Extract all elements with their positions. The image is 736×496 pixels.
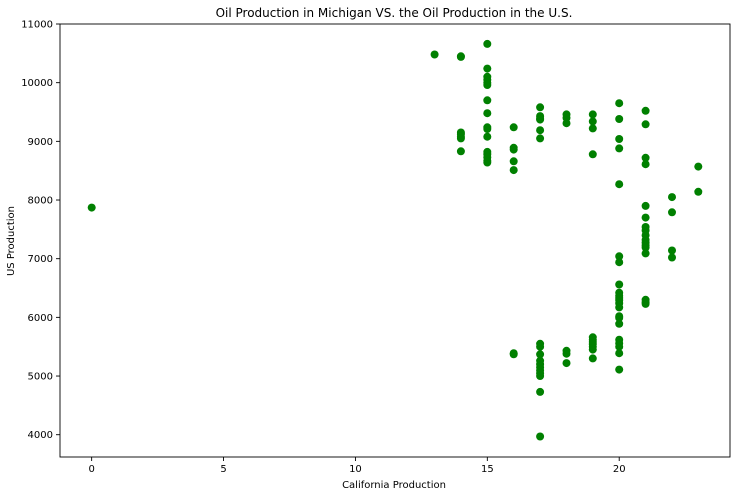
x-tick-label-4: 20 xyxy=(613,464,626,475)
y-tick-label-5: 9000 xyxy=(28,137,53,148)
data-point-46 xyxy=(536,372,545,380)
data-point-51 xyxy=(562,119,571,128)
data-point-9 xyxy=(483,39,492,48)
points-layer xyxy=(87,39,703,441)
data-point-87 xyxy=(615,365,624,374)
data-point-86 xyxy=(615,349,624,358)
x-tick-label-1: 5 xyxy=(220,464,226,475)
x-axis-label: California Production xyxy=(342,480,446,491)
data-point-81 xyxy=(615,313,624,322)
data-point-64 xyxy=(588,345,597,354)
x-ticks: 0 5 10 15 20 xyxy=(88,457,626,475)
data-point-90 xyxy=(641,153,650,162)
data-point-66 xyxy=(615,99,624,108)
data-point-47 xyxy=(536,387,545,396)
data-point-82 xyxy=(615,319,624,328)
data-point-55 xyxy=(588,110,597,119)
y-tick-label-1: 5000 xyxy=(28,372,53,383)
data-point-69 xyxy=(615,144,624,153)
data-point-68 xyxy=(615,135,624,143)
data-point-39 xyxy=(536,342,545,351)
data-point-15 xyxy=(483,96,492,105)
data-point-70 xyxy=(615,180,624,189)
data-point-36 xyxy=(536,126,545,135)
data-point-14 xyxy=(483,81,492,89)
data-point-31 xyxy=(509,350,518,359)
y-tick-label-7: 11000 xyxy=(21,20,53,31)
data-point-53 xyxy=(562,349,571,358)
data-point-105 xyxy=(668,193,676,202)
data-point-18 xyxy=(483,125,492,133)
y-tick-label-0: 4000 xyxy=(28,430,53,441)
data-point-79 xyxy=(615,303,624,312)
data-point-73 xyxy=(615,280,624,289)
data-point-40 xyxy=(536,350,545,359)
data-point-108 xyxy=(668,253,676,262)
data-point-54 xyxy=(562,359,571,368)
data-point-106 xyxy=(668,208,676,217)
data-point-91 xyxy=(641,160,650,169)
data-point-27 xyxy=(509,145,518,154)
data-point-65 xyxy=(588,354,597,363)
data-point-71 xyxy=(615,252,624,261)
data-point-89 xyxy=(641,120,650,129)
data-point-37 xyxy=(536,134,545,143)
data-point-1 xyxy=(430,50,439,59)
data-point-29 xyxy=(509,166,518,175)
data-point-3 xyxy=(456,52,465,61)
x-tick-label-3: 15 xyxy=(481,464,494,475)
y-ticks: 4000 5000 6000 7000 8000 9000 10000 11000 xyxy=(21,20,60,441)
y-tick-label-4: 8000 xyxy=(28,196,53,207)
y-tick-label-2: 6000 xyxy=(28,313,53,324)
data-point-110 xyxy=(694,187,703,196)
data-point-48 xyxy=(536,432,545,441)
data-point-67 xyxy=(615,115,624,123)
chart-title: Oil Production in Michigan VS. the Oil P… xyxy=(216,6,573,20)
data-point-57 xyxy=(588,124,597,133)
data-point-104 xyxy=(641,299,650,308)
x-tick-label-2: 10 xyxy=(349,464,362,475)
y-tick-label-6: 10000 xyxy=(21,78,53,89)
data-point-92 xyxy=(641,201,650,210)
data-point-28 xyxy=(509,157,518,166)
data-point-0 xyxy=(87,203,96,212)
data-point-85 xyxy=(615,342,624,351)
data-point-107 xyxy=(668,246,676,255)
x-tick-label-0: 0 xyxy=(88,464,94,475)
data-point-88 xyxy=(641,106,650,115)
data-point-58 xyxy=(588,150,597,159)
data-point-56 xyxy=(588,117,597,126)
data-point-72 xyxy=(615,258,624,267)
y-axis-label: US Production xyxy=(6,206,17,276)
data-point-24 xyxy=(483,158,492,167)
plot-frame xyxy=(59,23,731,458)
data-point-7 xyxy=(456,134,465,143)
y-tick-label-3: 7000 xyxy=(28,254,53,265)
data-point-93 xyxy=(641,213,650,222)
data-point-25 xyxy=(509,123,518,132)
data-point-19 xyxy=(483,132,492,141)
data-point-32 xyxy=(536,103,545,112)
data-point-16 xyxy=(483,109,492,118)
data-point-8 xyxy=(456,147,465,156)
data-point-109 xyxy=(694,162,703,171)
data-point-10 xyxy=(483,64,492,73)
data-point-101 xyxy=(641,249,650,258)
data-point-35 xyxy=(536,115,545,124)
data-point-100 xyxy=(641,243,650,252)
